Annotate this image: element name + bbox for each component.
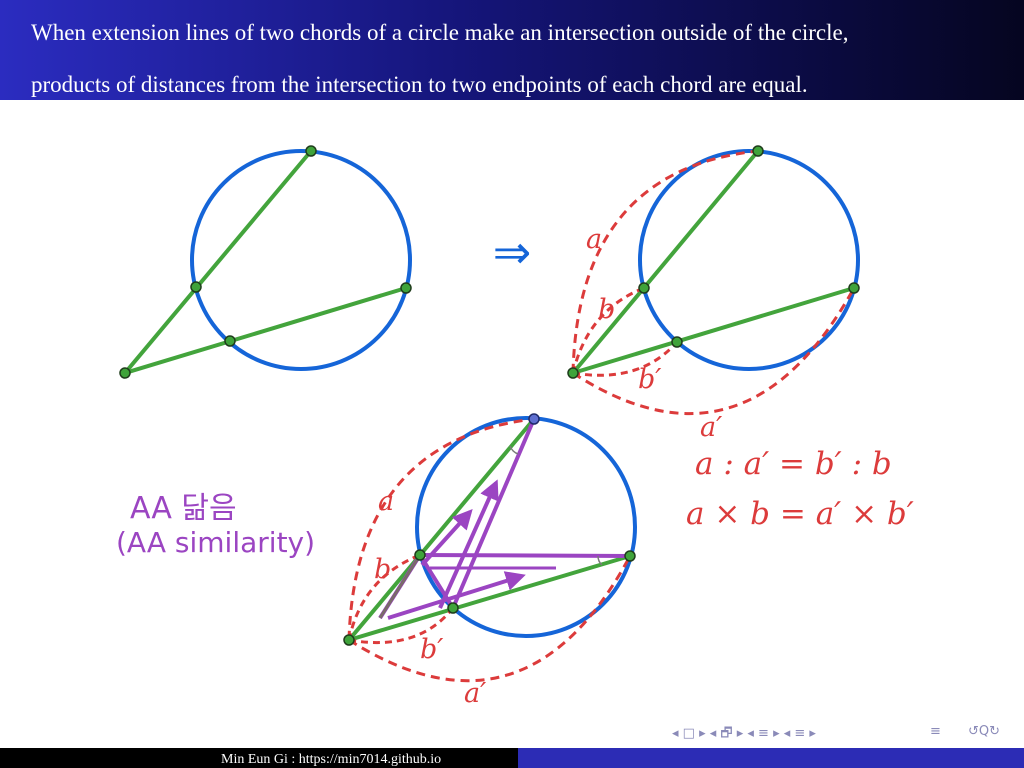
measure-arc-a: [571, 149, 759, 374]
slide-header: When extension lines of two chords of a …: [0, 0, 1024, 100]
label-a-right: a: [586, 224, 602, 255]
footer-left-panel: [0, 748, 518, 768]
beamer-navigation-bar: ◂ □ ▸ ◂ 🗗 ▸ ◂ ≡ ▸ ◂ ≡ ▸ ≡ ↺Q↻: [668, 724, 1024, 744]
angle-mark-top: [509, 445, 519, 455]
implies-arrow: ⇒: [493, 225, 532, 279]
header-line-2: products of distances from the intersect…: [31, 72, 808, 97]
label-b-prime-right: b′: [638, 364, 661, 395]
point-near-lower-bottom: [447, 602, 459, 614]
point-external-left: [119, 367, 131, 379]
measure-arc-a-bottom: [347, 417, 535, 641]
secant-lower-left: [124, 286, 407, 375]
point-external-right: [567, 367, 579, 379]
point-near-upper-left: [190, 281, 202, 293]
secant-upper-right: [571, 149, 760, 375]
point-near-lower-left: [224, 335, 236, 347]
circle-bottom: [415, 416, 637, 638]
similarity-english-label: (AA similarity): [116, 526, 315, 559]
chord-cross-2: [419, 553, 631, 558]
point-near-lower-right: [671, 336, 683, 348]
measure-arc-b: [571, 286, 645, 374]
point-far-upper-bottom: [528, 413, 540, 425]
similarity-korean-label: AA 닮음: [130, 491, 237, 526]
equation-ratio: a : a′ = b′ : b: [695, 446, 892, 482]
label-a-prime-bottom: a′: [464, 678, 486, 709]
label-a-bottom: a: [378, 486, 394, 517]
footer-right-panel: [518, 748, 1024, 768]
label-b-right: b: [598, 294, 615, 325]
search-zoom-icons[interactable]: ↺Q↻: [968, 724, 1001, 739]
chord-cross-1: [451, 418, 536, 609]
measure-arc-b-bottom: [347, 553, 421, 641]
arrow-rotate-1: [438, 479, 499, 609]
secant-lower-bottom: [348, 554, 631, 642]
circle-right: [638, 149, 860, 371]
footer-author-text: Min Eun Gi : https://min7014.github.io: [221, 752, 442, 767]
header-line-1: When extension lines of two chords of a …: [31, 20, 849, 45]
measure-arc-b-prime: [572, 341, 679, 377]
label-b-bottom: b: [374, 554, 391, 585]
label-a-prime-right: a′: [700, 412, 722, 443]
point-far-lower-left: [400, 282, 412, 294]
point-far-lower-bottom: [624, 550, 636, 562]
label-b-prime-bottom: b′: [420, 634, 443, 665]
point-near-upper-bottom: [414, 549, 426, 561]
point-far-lower-right: [848, 282, 860, 294]
measure-arc-a-prime: [572, 287, 856, 416]
point-near-upper-right: [638, 282, 650, 294]
diagram-right: a b b′ a′: [567, 145, 860, 443]
point-external-bottom: [343, 634, 355, 646]
equation-product: a × b = a′ × b′: [686, 496, 914, 532]
frame-navigation-icons[interactable]: ◂ □ ▸ ◂ 🗗 ▸ ◂ ≡ ▸ ◂ ≡ ▸: [672, 726, 816, 741]
diagram-left: [119, 145, 412, 379]
secant-upper-left: [123, 149, 313, 375]
triangle-side-grey: [378, 554, 422, 619]
align-icon[interactable]: ≡: [930, 724, 941, 739]
arrow-rotate-2: [420, 509, 473, 567]
circle-left: [190, 149, 412, 371]
point-far-upper-left: [305, 145, 317, 157]
secant-upper-bottom: [347, 417, 536, 642]
angle-mark-right: [597, 555, 603, 566]
arrow-translate: [387, 571, 526, 620]
point-far-upper-right: [752, 145, 764, 157]
measure-arc-a-prime-bottom: [348, 555, 632, 683]
diagram-similarity: a b b′ a′: [343, 413, 637, 709]
slide-footer: Min Eun Gi : https://min7014.github.io: [0, 748, 1024, 768]
measure-arc-b-prime-bottom: [348, 607, 455, 645]
secant-lower-right: [572, 286, 855, 375]
